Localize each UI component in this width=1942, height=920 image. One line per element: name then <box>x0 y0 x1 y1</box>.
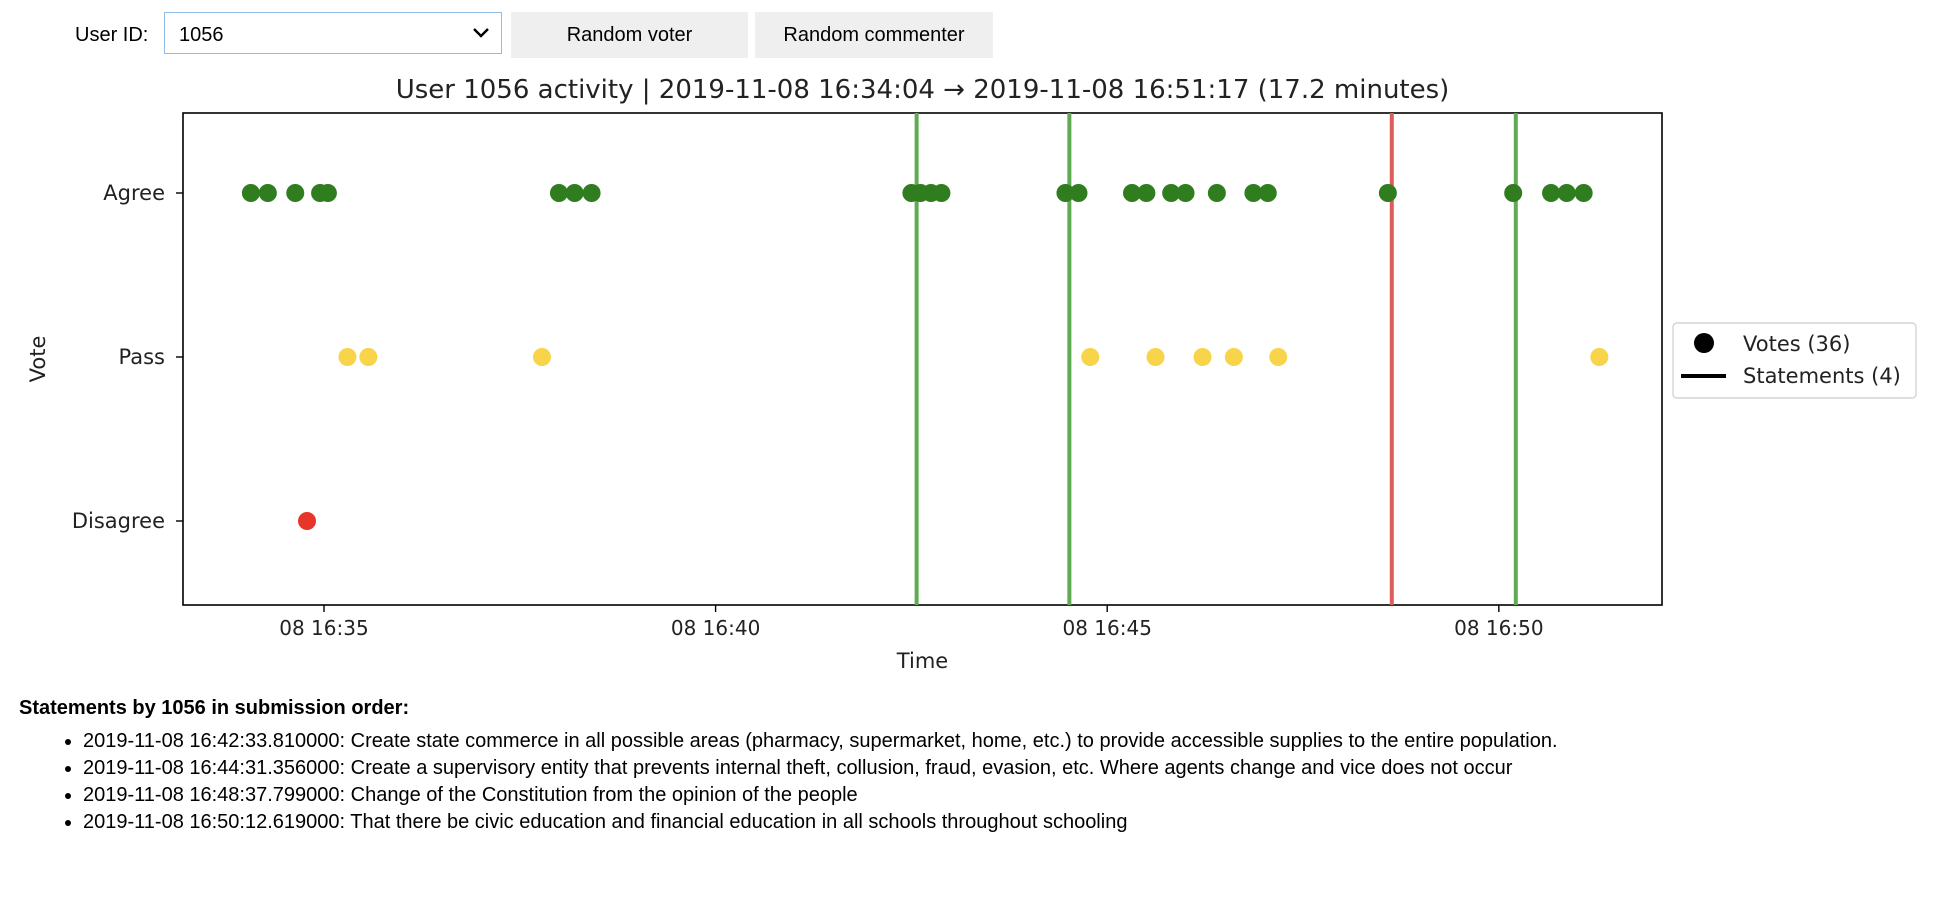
random-voter-button[interactable]: Random voter <box>511 12 748 58</box>
plot-frame <box>182 112 1663 606</box>
vote-point <box>258 184 277 202</box>
statements-heading: Statements by 1056 in submission order: <box>19 697 410 719</box>
y-tick-label: Disagree <box>72 509 165 533</box>
vote-point <box>1193 348 1212 366</box>
legend-votes-marker <box>1694 333 1714 353</box>
user-id-value: 1056 <box>179 24 224 46</box>
legend-votes-label: Votes (36) <box>1743 332 1850 356</box>
vote-point <box>1123 184 1142 202</box>
y-axis-label: Vote <box>26 336 50 383</box>
random-commenter-button[interactable]: Random commenter <box>755 12 993 58</box>
vote-point <box>1557 184 1576 202</box>
chevron-down-icon <box>473 28 489 38</box>
x-tick-label: 08 16:50 <box>1454 616 1543 640</box>
user-id-label: User ID: <box>75 24 149 46</box>
vote-point <box>1146 348 1165 366</box>
vote-point <box>318 184 337 202</box>
vote-point <box>1258 184 1277 202</box>
vote-point <box>298 512 317 530</box>
vote-point <box>532 348 551 366</box>
y-tick-label: Pass <box>119 345 165 369</box>
vote-point <box>549 184 568 202</box>
vote-point <box>1244 184 1263 202</box>
vote-point <box>1207 184 1226 202</box>
vote-point <box>1590 348 1609 366</box>
vote-point <box>1269 348 1288 366</box>
x-tick-label: 08 16:35 <box>279 616 368 640</box>
user-id-select[interactable]: 1056 <box>164 12 502 54</box>
controls-bar: User ID: 1056 Random voter Random commen… <box>0 0 1942 70</box>
vote-point <box>338 348 357 366</box>
vote-point <box>1137 184 1156 202</box>
vote-point <box>359 348 378 366</box>
chart-title: User 1056 activity | 2019-11-08 16:34:04… <box>396 75 1450 105</box>
statements-list: 2019-11-08 16:42:33.810000: Create state… <box>19 728 1719 836</box>
vote-point <box>1542 184 1561 202</box>
activity-chart: User 1056 activity | 2019-11-08 16:34:04… <box>26 75 1917 673</box>
statements-section: Statements by 1056 in submission order: … <box>19 697 1719 836</box>
y-tick-label: Agree <box>103 181 165 205</box>
vote-point <box>1224 348 1243 366</box>
vote-point <box>565 184 584 202</box>
x-tick-label: 08 16:45 <box>1062 616 1151 640</box>
vote-point <box>582 184 601 202</box>
vote-point <box>1176 184 1195 202</box>
vote-point <box>286 184 305 202</box>
vote-point <box>1504 184 1523 202</box>
vote-point <box>932 184 951 202</box>
statement-item: 2019-11-08 16:42:33.810000: Create state… <box>83 728 1719 755</box>
statement-item: 2019-11-08 16:48:37.799000: Change of th… <box>83 782 1719 809</box>
vote-point <box>1378 184 1397 202</box>
vote-point <box>1081 348 1100 366</box>
statement-item: 2019-11-08 16:50:12.619000: That there b… <box>83 809 1719 836</box>
x-tick-label: 08 16:40 <box>671 616 760 640</box>
legend-box <box>1672 322 1917 399</box>
statement-item: 2019-11-08 16:44:31.356000: Create a sup… <box>83 755 1719 782</box>
vote-point <box>241 184 260 202</box>
vote-point <box>1162 184 1181 202</box>
vote-point <box>1574 184 1593 202</box>
legend-statements-label: Statements (4) <box>1743 364 1901 388</box>
vote-point <box>1056 184 1075 202</box>
x-axis-label: Time <box>896 649 948 673</box>
vote-point <box>1069 184 1088 202</box>
